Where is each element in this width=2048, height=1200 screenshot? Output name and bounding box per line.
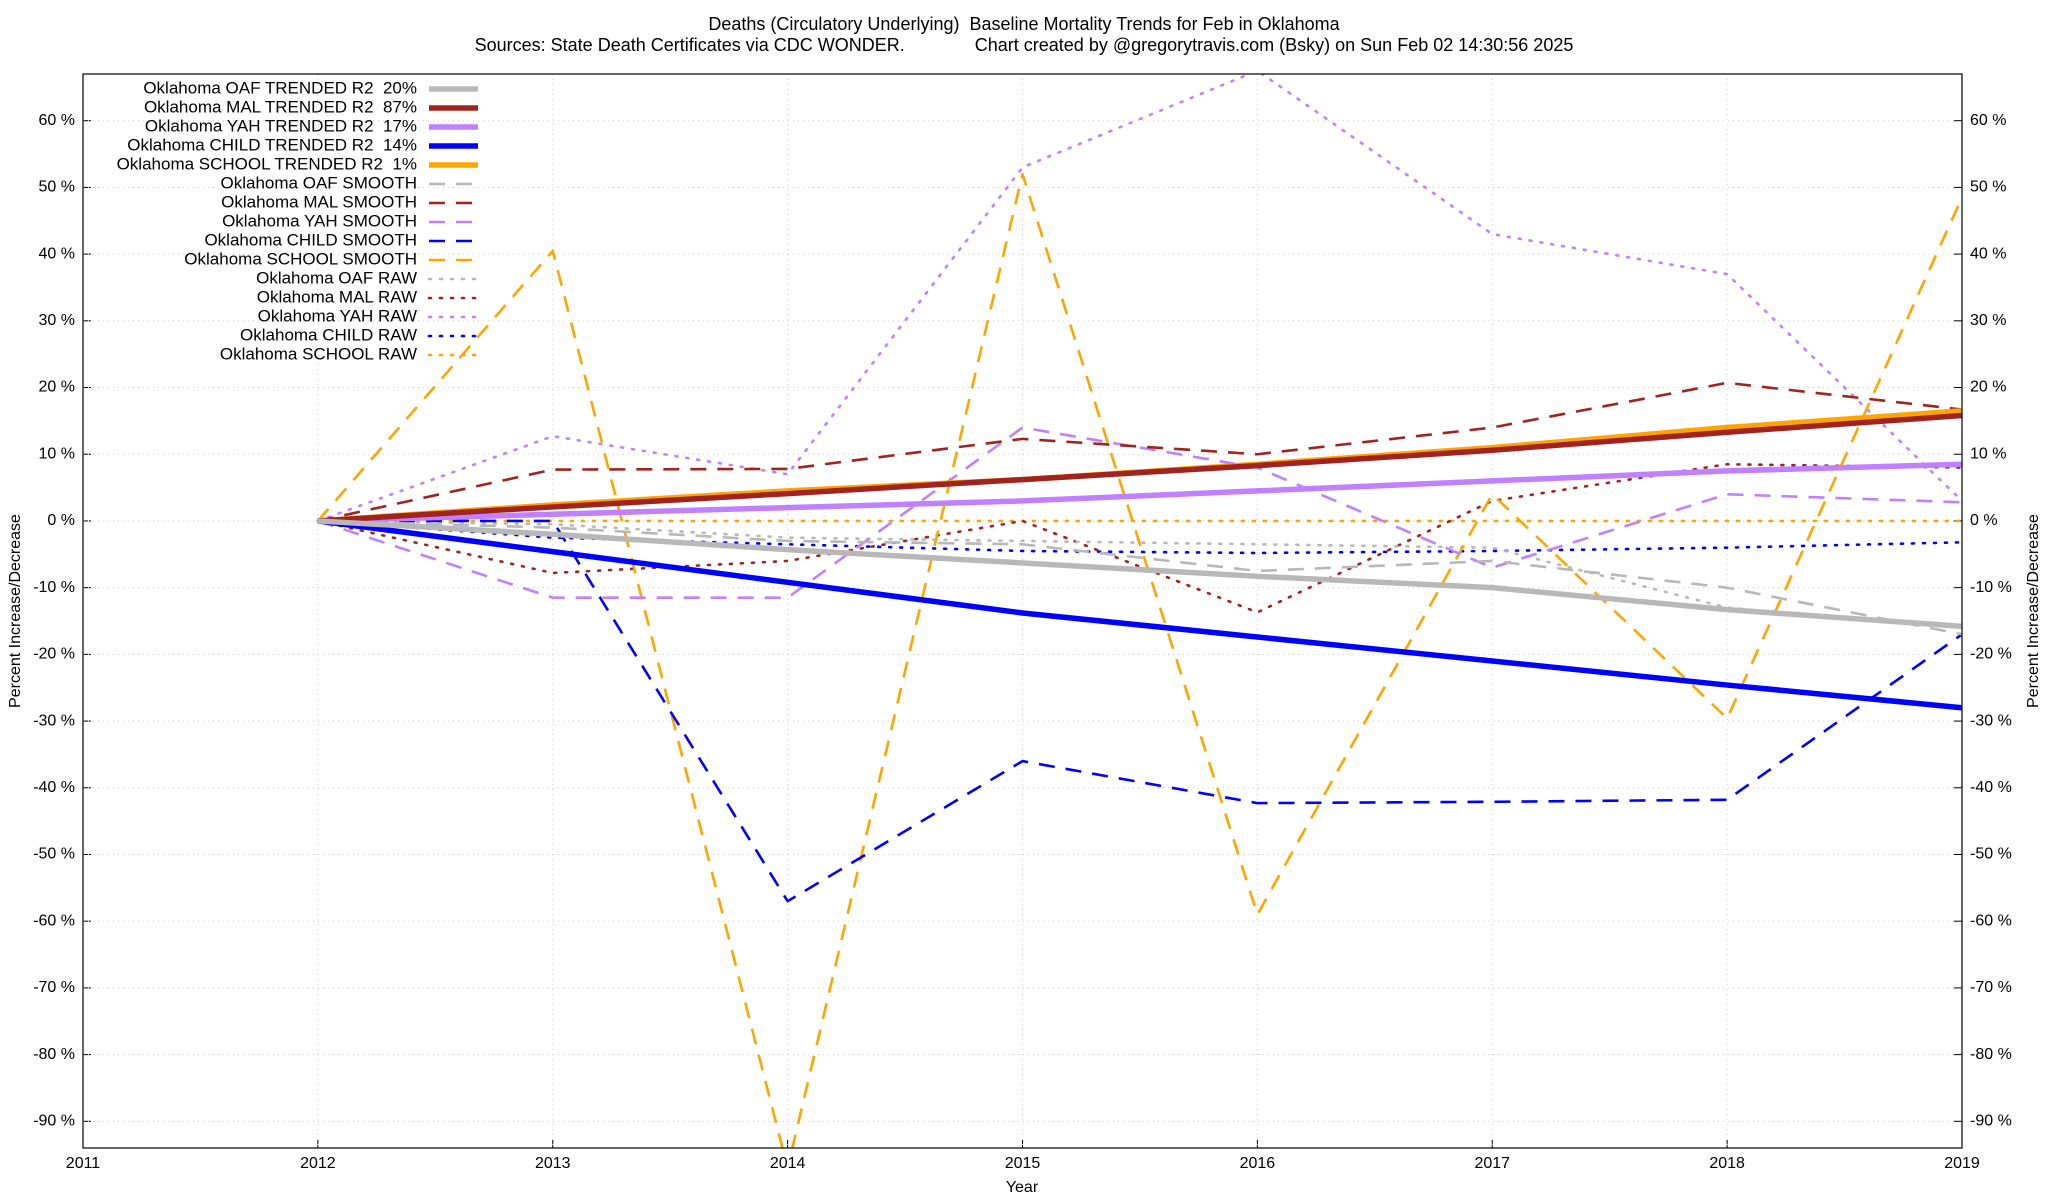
y-tick-label: -70 %	[33, 979, 75, 996]
y-tick-label: -10 %	[33, 579, 75, 596]
y2-tick-label: -60 %	[1970, 912, 2012, 929]
y-tick-label: 60 %	[39, 112, 75, 129]
y2-tick-label: 10 %	[1970, 445, 2006, 462]
series-line	[317, 518, 1962, 630]
y2-tick-label: -50 %	[1970, 846, 2012, 863]
y2-tick-label: 30 %	[1970, 312, 2006, 329]
y-tick-label: 10 %	[39, 445, 75, 462]
legend-label: Oklahoma CHILD SMOOTH	[204, 230, 417, 249]
x-tick-label: 2012	[300, 1155, 336, 1172]
x-tick-label: 2014	[770, 1155, 806, 1172]
legend-label: Oklahoma OAF RAW	[256, 268, 417, 287]
y-tick-label: 0 %	[47, 512, 75, 529]
legend-label: Oklahoma YAH TRENDED R2 17%	[145, 116, 417, 135]
y-axis-label: Percent Increase/Decrease	[7, 514, 24, 708]
series-line	[317, 412, 1962, 524]
y2-axis-label: Percent Increase/Decrease	[2025, 514, 2042, 708]
legend-label: Oklahoma CHILD RAW	[240, 325, 417, 344]
y-tick-label: -30 %	[33, 712, 75, 729]
legend-label: Oklahoma CHILD TRENDED R2 14%	[127, 135, 417, 154]
y-tick-label: -20 %	[33, 646, 75, 663]
y-tick-label: 50 %	[39, 179, 75, 196]
x-tick-label: 2018	[1709, 1155, 1745, 1172]
x-tick-label: 2015	[1005, 1155, 1041, 1172]
plot-frame	[82, 73, 1963, 1149]
series-line	[317, 381, 1962, 523]
x-tick-label: 2016	[1240, 1155, 1276, 1172]
y2-tick-label: 20 %	[1970, 379, 2006, 396]
legend-label: Oklahoma SCHOOL TRENDED R2 1%	[117, 154, 417, 173]
legend-label: Oklahoma OAF SMOOTH	[221, 173, 417, 192]
series-line	[317, 519, 1962, 636]
y-tick-label: -60 %	[33, 912, 75, 929]
x-tick-label: 2019	[1944, 1155, 1980, 1172]
x-tick-label: 2017	[1474, 1155, 1510, 1172]
y2-tick-label: -30 %	[1970, 712, 2012, 729]
legend-label: Oklahoma SCHOOL SMOOTH	[184, 249, 417, 268]
legend-label: Oklahoma YAH RAW	[258, 306, 417, 325]
series-line	[316, 172, 1962, 1148]
y2-tick-label: 40 %	[1970, 245, 2006, 262]
series-line	[317, 426, 1962, 599]
legend-label: Oklahoma YAH SMOOTH	[222, 211, 417, 230]
chart-title: Deaths (Circulatory Underlying) Baseline…	[708, 14, 1340, 34]
series-line	[317, 519, 1962, 903]
legend-label: Oklahoma MAL RAW	[257, 287, 417, 306]
plot-area	[316, 74, 1962, 1148]
y-tick-label: 30 %	[39, 312, 75, 329]
y-tick-label: -80 %	[33, 1046, 75, 1063]
legend-label: Oklahoma SCHOOL RAW	[220, 344, 417, 363]
y2-tick-label: -20 %	[1970, 646, 2012, 663]
y-tick-label: -50 %	[33, 846, 75, 863]
y2-tick-label: -70 %	[1970, 979, 2012, 996]
y2-tick-label: -80 %	[1970, 1046, 2012, 1063]
y2-tick-label: 50 %	[1970, 179, 2006, 196]
y2-tick-label: -10 %	[1970, 579, 2012, 596]
x-tick-label: 2011	[66, 1155, 101, 1172]
series-line	[317, 461, 1962, 524]
legend-label: Oklahoma MAL TRENDED R2 87%	[144, 97, 417, 116]
legend: Oklahoma OAF TRENDED R2 20%Oklahoma MAL …	[117, 78, 480, 363]
y-tick-label: 20 %	[39, 379, 75, 396]
series-line	[316, 519, 1962, 629]
chart-subtitle: Sources: State Death Certificates via CD…	[475, 35, 1574, 55]
y-tick-label: -40 %	[33, 779, 75, 796]
y2-tick-label: 60 %	[1970, 112, 2006, 129]
y-tick-label: 40 %	[39, 245, 75, 262]
y2-tick-label: -90 %	[1970, 1113, 2012, 1130]
series-line	[317, 518, 1962, 711]
y-tick-label: -90 %	[33, 1113, 75, 1130]
x-tick-label: 2013	[535, 1155, 571, 1172]
x-axis-label: Year	[1006, 1179, 1039, 1196]
legend-label: Oklahoma OAF TRENDED R2 20%	[143, 78, 417, 97]
y2-tick-label: -40 %	[1970, 779, 2012, 796]
y2-tick-label: 0 %	[1970, 512, 1998, 529]
series-line	[316, 74, 1962, 523]
legend-label: Oklahoma MAL SMOOTH	[221, 192, 417, 211]
